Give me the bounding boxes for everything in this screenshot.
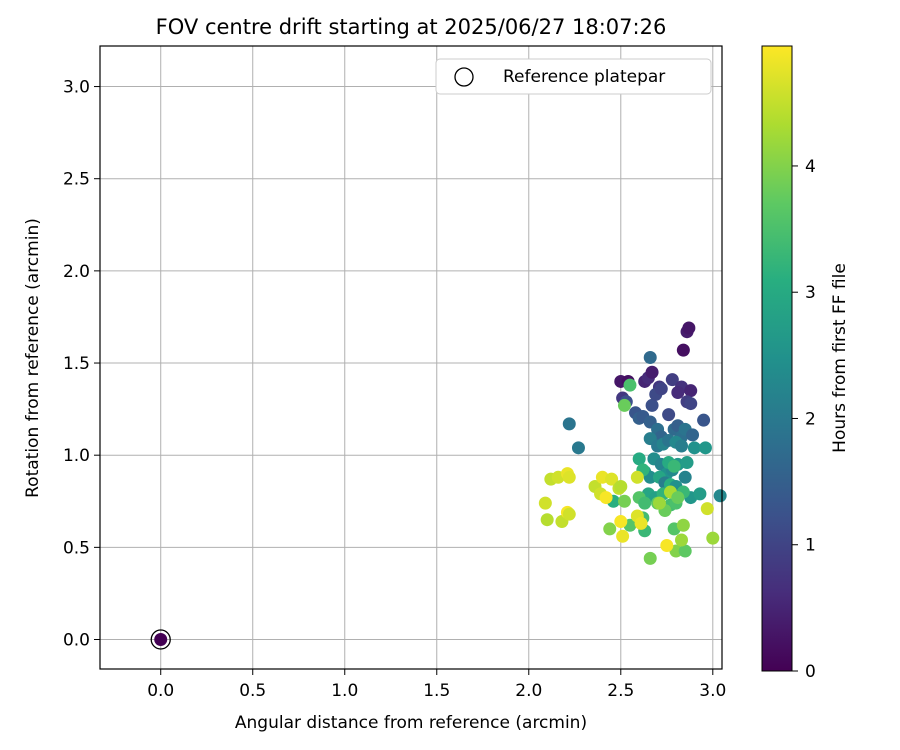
legend: Reference platepar <box>435 58 712 95</box>
y-tick-label: 1.0 <box>63 446 90 466</box>
x-tick-label: 2.0 <box>515 681 542 701</box>
data-point <box>684 397 698 411</box>
data-point <box>671 386 685 400</box>
data-point <box>686 428 700 442</box>
data-point <box>706 531 720 545</box>
legend-box <box>435 58 712 95</box>
data-point <box>632 452 646 466</box>
data-point <box>617 398 631 412</box>
colorbar-tick-label: 2 <box>805 409 816 429</box>
y-tick-label: 2.0 <box>63 262 90 282</box>
legend-label: Reference platepar <box>503 67 665 87</box>
data-point <box>634 516 648 530</box>
data-point <box>643 551 657 565</box>
colorbar: 0 1 2 3 4 Hours from first FF file <box>761 45 850 682</box>
data-point <box>645 398 659 412</box>
colorbar-tick-label: 3 <box>805 283 816 303</box>
data-point <box>671 491 685 505</box>
data-point <box>562 470 576 484</box>
data-point <box>662 408 676 422</box>
data-point <box>675 533 689 547</box>
colorbar-ticks: 0 1 2 3 4 <box>792 157 816 682</box>
data-point <box>675 439 689 453</box>
data-point <box>678 470 692 484</box>
colorbar-gradient <box>761 45 793 672</box>
y-tick-label: 3.0 <box>63 78 90 98</box>
data-point <box>667 459 681 473</box>
x-tick-label: 1.0 <box>331 681 358 701</box>
data-point <box>693 487 707 501</box>
grid <box>100 46 722 669</box>
reference-point-marker <box>150 629 171 650</box>
data-point <box>665 373 679 387</box>
data-point <box>676 518 690 532</box>
data-point <box>599 491 613 505</box>
data-point <box>603 522 617 536</box>
plot-background <box>100 46 722 669</box>
x-tick-label: 1.5 <box>423 681 450 701</box>
x-tick-label: 0.5 <box>239 681 266 701</box>
plot-frame <box>99 45 723 670</box>
data-point <box>540 513 554 527</box>
reference-marker-group <box>150 629 171 650</box>
y-tick-label: 0.5 <box>63 538 90 558</box>
data-points <box>538 321 727 565</box>
data-point <box>687 441 701 455</box>
data-point <box>698 441 712 455</box>
colorbar-tick-label: 1 <box>805 536 816 556</box>
x-tick-label: 2.5 <box>607 681 634 701</box>
data-point <box>684 384 698 398</box>
data-point <box>638 496 652 510</box>
x-tick-label: 3.0 <box>699 681 726 701</box>
reference-point-fill <box>154 633 168 647</box>
data-point <box>630 470 644 484</box>
colorbar-label: Hours from first FF file <box>830 263 850 453</box>
legend-marker <box>454 67 474 87</box>
data-point <box>680 456 694 470</box>
data-point <box>643 351 657 364</box>
data-point <box>562 417 576 431</box>
x-tick-label: 0.0 <box>147 681 174 701</box>
x-axis-ticks: 0.0 0.5 1.0 1.5 2.0 2.5 3.0 <box>147 669 726 701</box>
data-point <box>676 343 690 357</box>
y-axis-ticks: 0.0 0.5 1.0 1.5 2.0 2.5 3.0 <box>63 78 100 651</box>
data-point <box>713 489 727 503</box>
y-tick-label: 2.5 <box>63 170 90 190</box>
y-tick-label: 1.5 <box>63 354 90 374</box>
data-point <box>645 365 659 379</box>
y-tick-label: 0.0 <box>63 631 90 651</box>
data-point <box>660 539 674 553</box>
data-point <box>697 413 711 427</box>
data-point <box>605 472 619 486</box>
plot-area: 0.0 0.5 1.0 1.5 2.0 2.5 3.0 0.0 0.5 1.0 1.5 2.0 2.5… <box>63 45 727 701</box>
data-point <box>652 496 666 510</box>
colorbar-tick-label: 4 <box>805 157 816 177</box>
data-point <box>614 480 628 494</box>
data-point <box>654 382 668 396</box>
data-point <box>623 378 637 392</box>
data-point <box>562 507 576 521</box>
data-point <box>617 494 631 508</box>
colorbar-tick-label: 0 <box>805 662 816 682</box>
data-point <box>571 441 585 455</box>
data-point <box>538 496 552 510</box>
chart-title: FOV centre drift starting at 2025/06/27 … <box>156 15 667 39</box>
data-point <box>616 529 630 543</box>
data-point <box>614 515 628 529</box>
data-point <box>682 321 696 335</box>
y-axis-label: Rotation from reference (arcmin) <box>23 218 43 498</box>
data-point <box>700 502 714 516</box>
data-point <box>678 544 692 558</box>
x-axis-label: Angular distance from reference (arcmin) <box>235 713 587 733</box>
